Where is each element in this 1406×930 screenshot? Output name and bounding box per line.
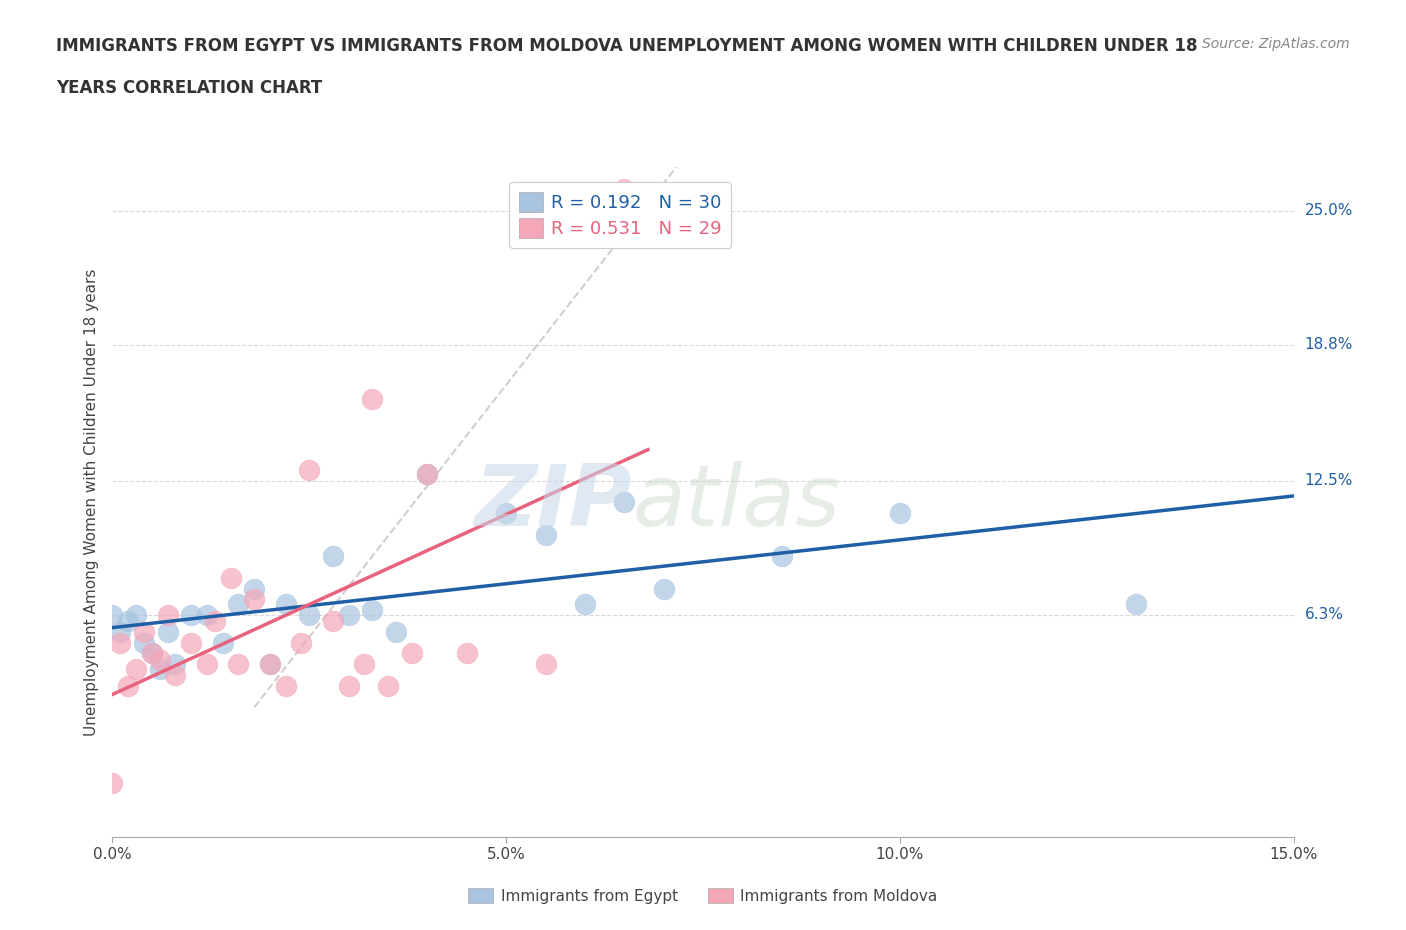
Point (385, 624, 408, 639)
Point (534, 657, 557, 671)
Point (298, 462, 321, 477)
Point (495, 506, 517, 521)
Point (652, 581, 675, 596)
Point (416, 467, 439, 482)
Text: Source: ZipAtlas.com: Source: ZipAtlas.com (1202, 37, 1350, 51)
Point (1125, 596, 1147, 611)
Text: 6.3%: 6.3% (1305, 607, 1344, 622)
Point (456, 646, 478, 661)
Point (889, 506, 911, 521)
Point (259, 657, 281, 671)
Point (574, 596, 596, 611)
Point (165, 668, 187, 683)
Point (298, 607, 321, 622)
Point (211, 635, 233, 650)
Legend: Immigrants from Egypt, Immigrants from Moldova: Immigrants from Egypt, Immigrants from M… (463, 882, 943, 910)
Point (125, 661, 148, 676)
Point (149, 661, 172, 676)
Point (243, 592, 266, 607)
Point (117, 678, 139, 693)
Point (613, 495, 636, 510)
Point (149, 653, 172, 668)
Point (132, 624, 155, 639)
Point (110, 635, 132, 650)
Point (156, 607, 179, 622)
Text: 25.0%: 25.0% (1305, 203, 1353, 219)
Point (110, 624, 132, 639)
Point (101, 607, 124, 622)
Point (180, 635, 202, 650)
Text: atlas: atlas (633, 460, 841, 544)
Point (195, 657, 218, 671)
Point (613, 181, 636, 196)
Point (228, 657, 250, 671)
Point (204, 614, 226, 629)
Point (132, 635, 155, 650)
Text: 12.5%: 12.5% (1305, 473, 1353, 488)
Point (141, 646, 163, 661)
Point (117, 614, 139, 629)
Point (141, 646, 163, 661)
Point (180, 607, 202, 622)
Point (401, 646, 423, 661)
Y-axis label: Unemployment Among Women with Children Under 18 years: Unemployment Among Women with Children U… (83, 269, 98, 736)
Point (377, 678, 399, 693)
Point (165, 657, 187, 671)
Text: YEARS CORRELATION CHART: YEARS CORRELATION CHART (56, 79, 322, 97)
Point (290, 635, 312, 650)
Text: ZIP: ZIP (474, 460, 633, 544)
Text: 18.8%: 18.8% (1305, 337, 1353, 352)
Point (353, 657, 375, 671)
Text: IMMIGRANTS FROM EGYPT VS IMMIGRANTS FROM MOLDOVA UNEMPLOYMENT AMONG WOMEN WITH C: IMMIGRANTS FROM EGYPT VS IMMIGRANTS FROM… (56, 37, 1198, 55)
Point (361, 603, 384, 618)
Point (337, 607, 360, 622)
Point (322, 614, 344, 629)
Point (274, 596, 297, 611)
Point (243, 581, 266, 596)
Point (337, 678, 360, 693)
Point (228, 596, 250, 611)
Point (125, 607, 148, 622)
Point (219, 570, 242, 585)
Point (770, 549, 793, 564)
Point (156, 624, 179, 639)
Point (361, 392, 384, 406)
Point (416, 467, 439, 482)
Point (259, 657, 281, 671)
Point (322, 549, 344, 564)
Point (195, 607, 218, 622)
Point (101, 776, 124, 790)
Point (534, 527, 557, 542)
Point (274, 678, 297, 693)
